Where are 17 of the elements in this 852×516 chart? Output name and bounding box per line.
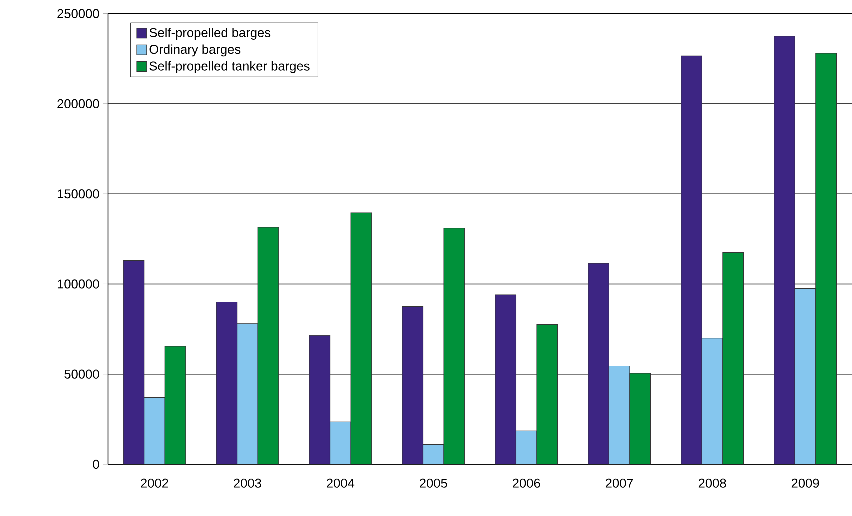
x-tick-label: 2009 — [792, 478, 820, 488]
x-tick-label: 2008 — [698, 478, 726, 488]
x-tick-label: 2003 — [234, 478, 262, 488]
x-tick-label: 2002 — [141, 478, 168, 488]
y-tick-label: 200000 — [58, 99, 100, 109]
y-tick-label: 100000 — [58, 280, 100, 289]
x-tick-label: 2006 — [513, 478, 540, 488]
y-tick-label: 0 — [93, 460, 100, 470]
y-tick-label: 50000 — [64, 370, 100, 379]
y-tick-label: 250000 — [58, 9, 100, 18]
x-tick-label: 2004 — [327, 478, 355, 488]
x-tick-label: 2005 — [420, 478, 448, 488]
legend-label: Self-propelled barges — [150, 28, 271, 40]
legend-label: Self-propelled tanker barges — [150, 61, 310, 74]
y-tick-label: 150000 — [58, 190, 100, 199]
legend-label: Ordinary barges — [150, 44, 241, 57]
x-tick-label: 2007 — [606, 478, 634, 488]
